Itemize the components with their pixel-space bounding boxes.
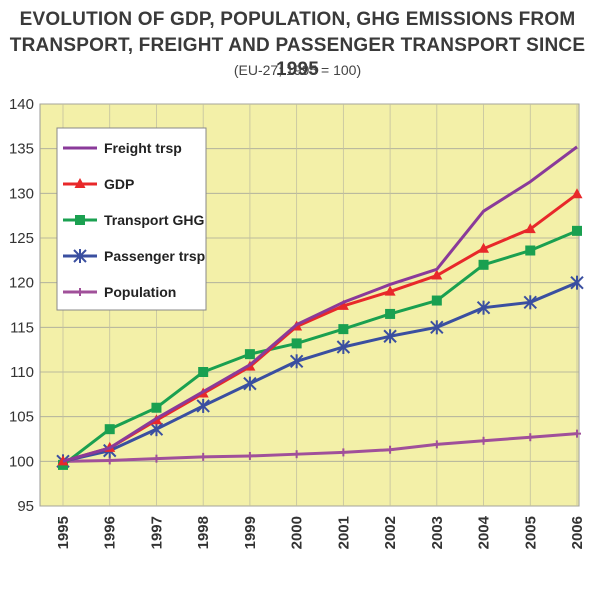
data-point-population: [573, 429, 581, 438]
data-point-transport-ghg: [385, 308, 396, 319]
series-population: [59, 429, 581, 466]
data-point-transport-ghg: [291, 338, 302, 349]
y-tick-label: 125: [9, 230, 34, 247]
data-point-passenger-trsp: [336, 339, 351, 354]
series-line-freight-trsp: [62, 145, 578, 463]
data-point-passenger-trsp: [383, 329, 397, 344]
data-point-population: [292, 450, 301, 459]
data-point-population: [479, 436, 488, 445]
data-point-population: [432, 440, 441, 449]
chart-title-line-1: EVOLUTION OF GDP, POPULATION, GHG EMISSI…: [19, 9, 576, 30]
x-tick-label: 2006: [569, 516, 586, 549]
data-point-transport-ghg: [198, 367, 209, 377]
chart-title-line-2: TRANSPORT, FREIGHT AND PASSENGER TRANSPO…: [9, 35, 586, 80]
legend-label-population: Population: [104, 284, 176, 300]
legend-marker-transport-ghg: [75, 215, 85, 225]
x-tick-label: 2005: [522, 516, 539, 549]
legend-item-passenger-trsp: Passenger trsp: [63, 248, 205, 264]
data-point-gdp: [337, 299, 349, 310]
y-tick-label: 120: [9, 275, 34, 292]
data-point-transport-ghg: [104, 424, 115, 435]
series-freight-trsp: [62, 145, 578, 463]
legend-label-passenger-trsp: Passenger trsp: [104, 248, 205, 264]
x-tick-label: 2001: [335, 516, 352, 549]
data-point-transport-ghg: [338, 324, 349, 335]
x-tick-label: 2004: [476, 515, 493, 549]
data-point-population: [152, 454, 161, 463]
data-point-gdp: [478, 242, 490, 253]
data-point-passenger-trsp: [523, 295, 537, 310]
chart-subtitle: (EU-27; 1995 = 100): [233, 62, 362, 78]
x-tick-label: 1995: [55, 516, 72, 549]
data-point-passenger-trsp: [243, 376, 257, 391]
y-tick-label: 105: [9, 409, 34, 426]
x-tick-label: 1998: [195, 516, 212, 549]
y-tick-label: 140: [9, 96, 34, 113]
data-point-population: [386, 445, 395, 454]
data-point-transport-ghg: [244, 349, 255, 360]
data-point-population: [105, 456, 114, 465]
legend-marker-passenger-trsp: [73, 249, 87, 263]
data-point-passenger-trsp: [476, 300, 491, 315]
data-point-passenger-trsp: [149, 422, 164, 437]
data-point-transport-ghg: [151, 402, 162, 413]
legend-item-freight-trsp: Freight trsp: [63, 140, 182, 156]
x-tick-label: 2003: [429, 516, 446, 549]
x-tick-label: 2002: [382, 516, 399, 549]
data-point-transport-ghg: [525, 245, 536, 256]
data-point-passenger-trsp: [570, 275, 584, 290]
legend-marker-population: [76, 288, 84, 296]
data-point-transport-ghg: [572, 225, 582, 236]
legend-item-population: Population: [63, 284, 176, 300]
y-tick-label: 135: [9, 141, 34, 158]
data-point-population: [245, 451, 254, 460]
y-tick-label: 115: [10, 319, 34, 336]
data-point-gdp: [431, 269, 443, 280]
legend-item-gdp: GDP: [63, 176, 134, 192]
data-point-gdp: [384, 285, 396, 296]
data-point-transport-ghg: [478, 259, 489, 270]
x-tick-label: 2000: [289, 516, 306, 549]
legend-item-transport-ghg: Transport GHG: [63, 212, 204, 228]
data-point-population: [339, 448, 348, 457]
data-point-passenger-trsp: [289, 354, 304, 369]
y-tick-label: 110: [10, 364, 34, 381]
data-point-population: [526, 433, 535, 442]
data-point-gdp: [571, 188, 583, 199]
legend: Freight trsp GDP Transport GHG Passenger tr…: [56, 127, 207, 311]
y-tick-label: 95: [17, 498, 34, 515]
series-line-transport-ghg: [62, 229, 578, 467]
x-tick-label: 1999: [242, 516, 259, 549]
legend-marker-gdp: [74, 178, 86, 188]
y-tick-label: 100: [9, 453, 34, 470]
series-line-population: [62, 432, 578, 463]
legend-label-gdp: GDP: [104, 176, 134, 192]
data-point-passenger-trsp: [196, 398, 210, 413]
data-point-passenger-trsp: [430, 320, 444, 335]
legend-label-transport-ghg: Transport GHG: [104, 212, 204, 228]
data-point-gdp: [524, 223, 536, 234]
data-point-transport-ghg: [431, 295, 442, 306]
series-line-passenger-trsp: [62, 281, 578, 463]
y-tick-label: 130: [9, 185, 34, 202]
data-point-population: [199, 452, 208, 461]
x-tick-label: 1996: [102, 516, 119, 549]
legend-label-freight-trsp: Freight trsp: [104, 140, 182, 156]
x-tick-label: 1997: [148, 516, 165, 549]
